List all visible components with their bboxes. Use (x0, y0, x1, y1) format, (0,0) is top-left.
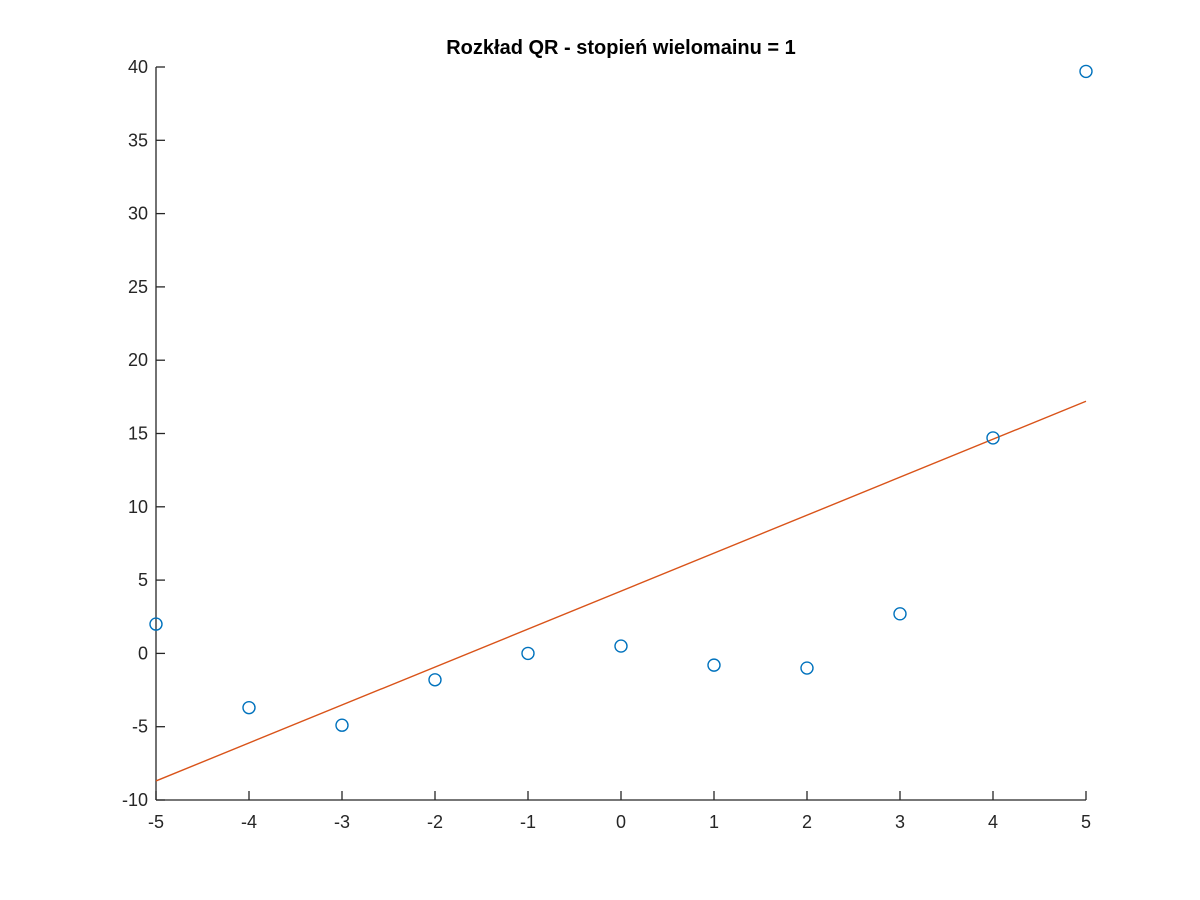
y-tick-label: -10 (122, 790, 148, 810)
x-tick-label: -3 (334, 812, 350, 832)
data-point (893, 607, 907, 621)
y-tick-label: 35 (128, 130, 148, 150)
data-point (335, 718, 349, 732)
y-tick-label: -5 (132, 717, 148, 737)
data-point (521, 646, 535, 661)
x-tick-label: -1 (520, 812, 536, 832)
data-point (800, 661, 814, 675)
x-tick-label: 5 (1081, 812, 1091, 832)
y-tick-label: 10 (128, 497, 148, 517)
x-tick-label: -4 (241, 812, 257, 832)
x-tick-label: 1 (709, 812, 719, 832)
y-tick-label: 15 (128, 424, 148, 444)
y-tick-label: 20 (128, 350, 148, 370)
y-ticks: -10 -5 0 5 10 15 20 25 30 35 40 (122, 57, 165, 810)
data-points-series (149, 64, 1093, 732)
x-tick-label: 2 (802, 812, 812, 832)
x-ticks: -5 -4 -3 -2 -1 0 1 2 3 4 5 (148, 791, 1091, 832)
y-tick-label: 5 (138, 570, 148, 590)
x-tick-label: 4 (988, 812, 998, 832)
axes (155, 67, 1086, 801)
x-tick-label: 0 (616, 812, 626, 832)
fit-line-series (155, 400, 1087, 782)
data-point (1079, 64, 1093, 79)
data-point (707, 658, 721, 672)
y-tick-label: 40 (128, 57, 148, 77)
y-tick-label: 0 (138, 643, 148, 663)
x-tick-label: -5 (148, 812, 164, 832)
data-point (986, 431, 1000, 445)
chart-title: Rozkład QR - stopień wielomainu = 1 (446, 37, 796, 59)
y-tick-label: 30 (128, 204, 148, 224)
x-tick-label: 3 (895, 812, 905, 832)
y-tick-label: 25 (128, 277, 148, 297)
fit-line (155, 400, 1087, 782)
data-point (149, 617, 163, 631)
data-point (428, 673, 442, 687)
x-tick-label: -2 (427, 812, 443, 832)
data-point (242, 700, 256, 715)
data-point (614, 639, 628, 653)
